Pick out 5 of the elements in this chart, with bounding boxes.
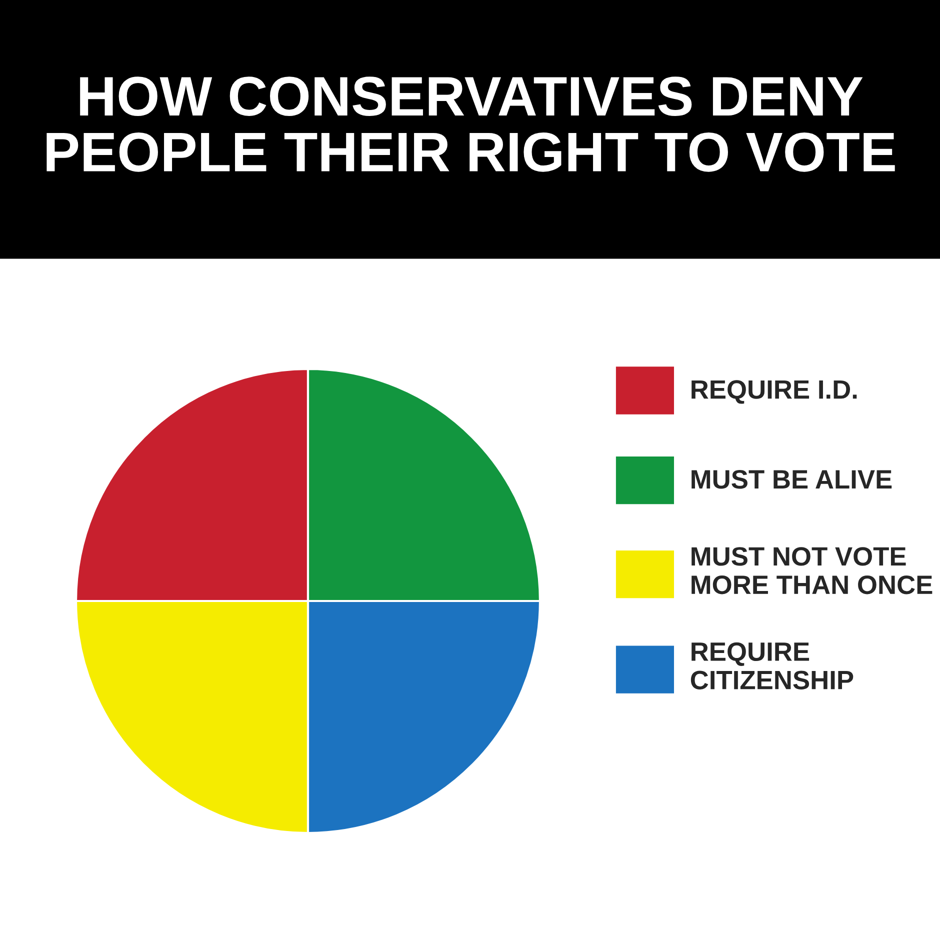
legend-label: REQUIRE I.D. bbox=[692, 380, 857, 404]
chart-title: HOW CONSERVATIVES DENY PEOPLE THEIR RIGHT TO VOTE bbox=[46, 76, 895, 172]
legend-label: MUST NOT VOTE MORE THAN ONCE bbox=[692, 547, 932, 594]
legend-label: REQUIRE CITIZENSHIP bbox=[690, 642, 854, 690]
legend-label: MUST BE ALIVE bbox=[692, 470, 892, 489]
